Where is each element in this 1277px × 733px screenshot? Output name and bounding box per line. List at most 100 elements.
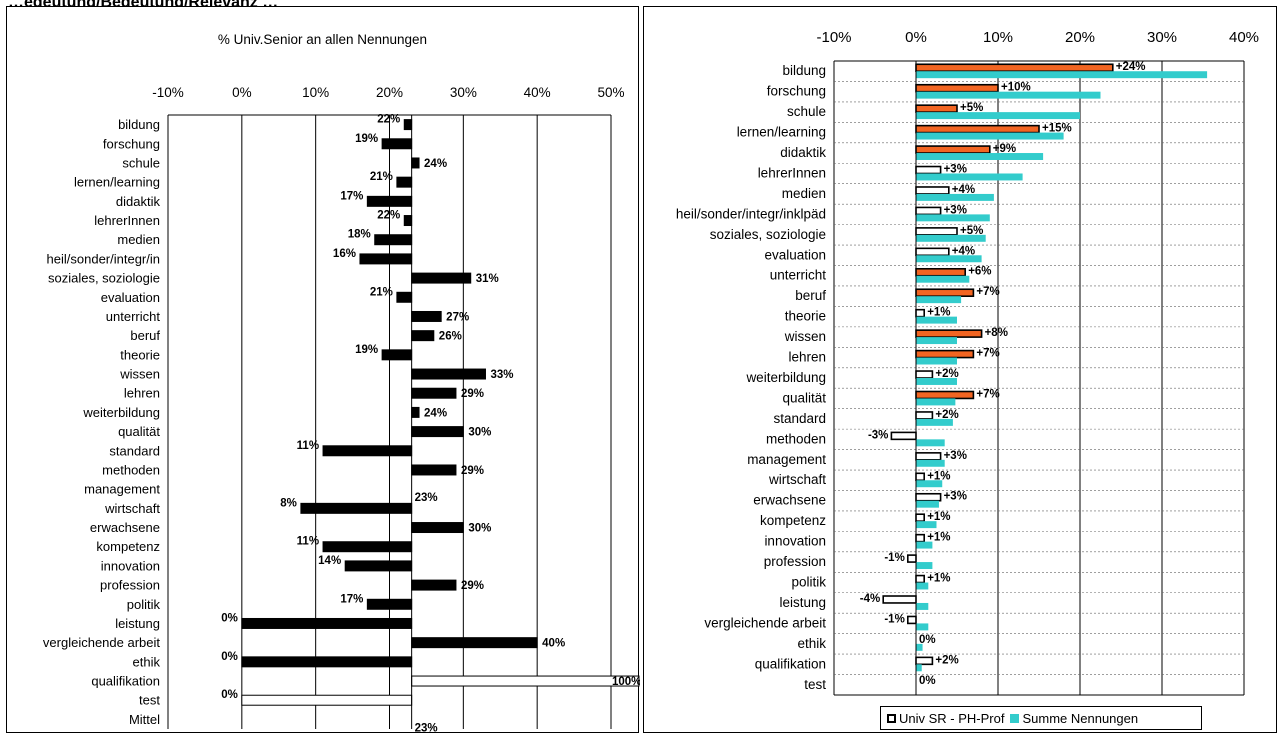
category-label: weiterbildung [82, 405, 160, 420]
data-label: 29% [461, 465, 484, 477]
data-label: 29% [461, 388, 484, 400]
data-label: 17% [340, 190, 363, 202]
diff-label: +6% [968, 266, 991, 278]
diff-bar [915, 165, 942, 175]
diff-bar [915, 308, 925, 318]
x-tick-label: 20% [1065, 29, 1095, 46]
total-bar [916, 132, 1064, 140]
data-label: 8% [280, 497, 297, 509]
bar [411, 310, 442, 322]
diff-bar [906, 554, 917, 563]
category-label: management [747, 452, 826, 467]
bar [241, 617, 413, 629]
category-label: lehren [788, 350, 826, 365]
legend-item-diff: Univ SR - PH-Prof [887, 711, 1004, 726]
category-label: vergleichende arbeit [43, 635, 160, 650]
diff-bar [915, 349, 975, 359]
total-bar [916, 398, 956, 406]
diff-bar [915, 656, 934, 666]
diff-label: +4% [952, 184, 975, 196]
category-label: lernen/learning [737, 125, 826, 140]
diff-label: +10% [1001, 82, 1031, 94]
category-label: didaktik [780, 145, 826, 160]
bar [359, 253, 413, 265]
total-bar [916, 153, 1044, 160]
data-label: 40% [542, 638, 565, 650]
category-label: soziales, soziologie [710, 227, 826, 242]
category-label: evaluation [101, 290, 160, 305]
bar [411, 387, 457, 399]
category-label: wissen [784, 329, 826, 344]
bar [241, 656, 413, 668]
category-label: methoden [766, 431, 826, 446]
bar [241, 694, 413, 706]
total-bar [916, 255, 982, 263]
diff-bar [915, 288, 975, 297]
category-label: qualifikation [91, 674, 160, 689]
total-bar [916, 664, 922, 672]
diff-label: +9% [993, 143, 1016, 155]
bar [403, 119, 413, 131]
diff-label: +7% [976, 348, 999, 360]
diff-bar [915, 472, 925, 482]
category-label: didaktik [116, 194, 161, 209]
category-label: evaluation [764, 247, 826, 262]
data-label: 19% [355, 133, 378, 145]
category-label: ethik [797, 636, 826, 651]
x-tick-label: 0% [232, 85, 252, 100]
diff-bar [915, 124, 1040, 134]
category-label: medien [782, 186, 826, 201]
diff-label: -3% [868, 429, 888, 441]
legend-swatch-diff [887, 713, 896, 723]
diff-label: +5% [960, 225, 983, 237]
diff-bar [915, 145, 991, 154]
bar [411, 426, 464, 438]
category-label: lehren [124, 386, 160, 401]
category-label: bildung [118, 117, 160, 132]
total-bar [916, 234, 986, 242]
left-chart-frame [6, 6, 639, 733]
bar [344, 560, 413, 572]
data-label: 31% [476, 273, 499, 285]
bar [374, 234, 413, 246]
category-label: erwachsene [753, 493, 826, 508]
category-label: wirtschaft [768, 472, 826, 487]
diff-bar [915, 513, 925, 522]
data-label: 21% [370, 286, 393, 298]
category-label: profession [100, 578, 160, 593]
category-label: weiterbildung [745, 370, 826, 385]
data-label: 0% [221, 689, 238, 701]
category-label: kompetenz [760, 513, 826, 528]
page-title: …edeutung/Bedeutung/Relevanz … [8, 0, 278, 12]
x-tick-label: -10% [816, 29, 851, 46]
category-label: innovation [101, 558, 160, 573]
diff-bar [915, 247, 950, 257]
category-label: qualität [118, 424, 160, 439]
total-bar [916, 602, 929, 610]
category-label: erwachsene [90, 520, 160, 535]
diff-label: 0% [919, 634, 936, 646]
total-bar [916, 418, 953, 426]
diff-label: +2% [935, 654, 958, 666]
category-label: politik [127, 597, 161, 612]
bar [411, 579, 457, 591]
data-label: 23% [415, 492, 438, 504]
category-label: kompetenz [96, 539, 160, 554]
category-label: standard [109, 443, 160, 458]
bar [366, 195, 413, 207]
category-label: test [804, 677, 826, 692]
x-tick-label: 10% [983, 29, 1013, 46]
total-bar [916, 275, 970, 283]
diff-bar [915, 411, 934, 420]
bar [411, 637, 538, 649]
diff-bar [915, 452, 942, 461]
diff-label: -1% [884, 613, 904, 625]
category-label: forschung [767, 84, 826, 99]
diff-bar [915, 227, 958, 236]
legend-item-total: Summe Nennungen [1010, 711, 1138, 726]
diff-label: +1% [927, 573, 950, 585]
total-bar [916, 459, 945, 467]
diff-label: +2% [935, 368, 958, 380]
total-bar [916, 214, 990, 222]
x-tick-label: 30% [1147, 29, 1177, 46]
